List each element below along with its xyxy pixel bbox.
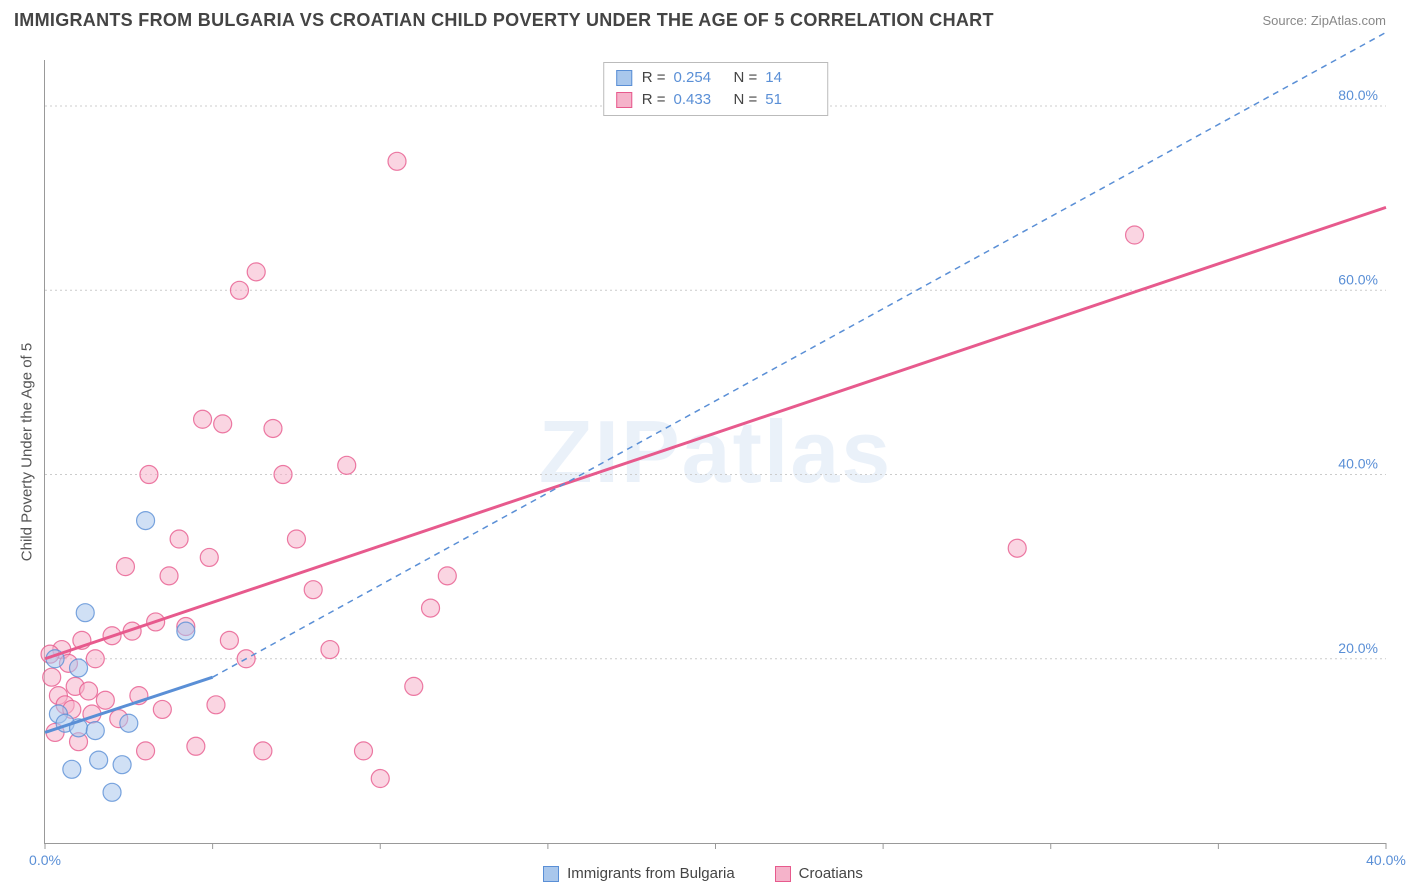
- r-label: R =: [642, 67, 666, 89]
- swatch-bulgaria-icon: [616, 70, 632, 86]
- legend-swatch-croatians-icon: [775, 866, 791, 882]
- n-label: N =: [734, 67, 758, 89]
- chart-area: Child Poverty Under the Age of 5 ZIPatla…: [44, 60, 1386, 844]
- chart-title: IMMIGRANTS FROM BULGARIA VS CROATIAN CHI…: [14, 10, 994, 31]
- svg-text:80.0%: 80.0%: [1338, 87, 1378, 103]
- chart-svg: 20.0%40.0%60.0%80.0%0.0%40.0%: [45, 60, 1386, 843]
- legend-label-croatians: Croatians: [799, 865, 863, 882]
- legend-label-bulgaria: Immigrants from Bulgaria: [567, 865, 735, 882]
- svg-text:20.0%: 20.0%: [1338, 640, 1378, 656]
- n-value-bulgaria: 14: [765, 67, 815, 89]
- r-label: R =: [642, 89, 666, 111]
- swatch-croatians-icon: [616, 92, 632, 108]
- r-value-bulgaria: 0.254: [674, 67, 724, 89]
- y-axis-label: Child Poverty Under the Age of 5: [19, 342, 36, 560]
- bottom-legend: Immigrants from Bulgaria Croatians: [0, 865, 1406, 882]
- legend-swatch-bulgaria-icon: [543, 866, 559, 882]
- n-label: N =: [734, 89, 758, 111]
- chart-header: IMMIGRANTS FROM BULGARIA VS CROATIAN CHI…: [0, 0, 1406, 37]
- stats-row-croatians: R = 0.433 N = 51: [616, 89, 816, 111]
- r-value-croatians: 0.433: [674, 89, 724, 111]
- correlation-stats-box: R = 0.254 N = 14 R = 0.433 N = 51: [603, 62, 829, 116]
- n-value-croatians: 51: [765, 89, 815, 111]
- svg-text:60.0%: 60.0%: [1338, 271, 1378, 287]
- stats-row-bulgaria: R = 0.254 N = 14: [616, 67, 816, 89]
- legend-item-croatians: Croatians: [775, 865, 863, 882]
- legend-item-bulgaria: Immigrants from Bulgaria: [543, 865, 735, 882]
- chart-source: Source: ZipAtlas.com: [1262, 13, 1386, 28]
- svg-text:40.0%: 40.0%: [1338, 456, 1378, 472]
